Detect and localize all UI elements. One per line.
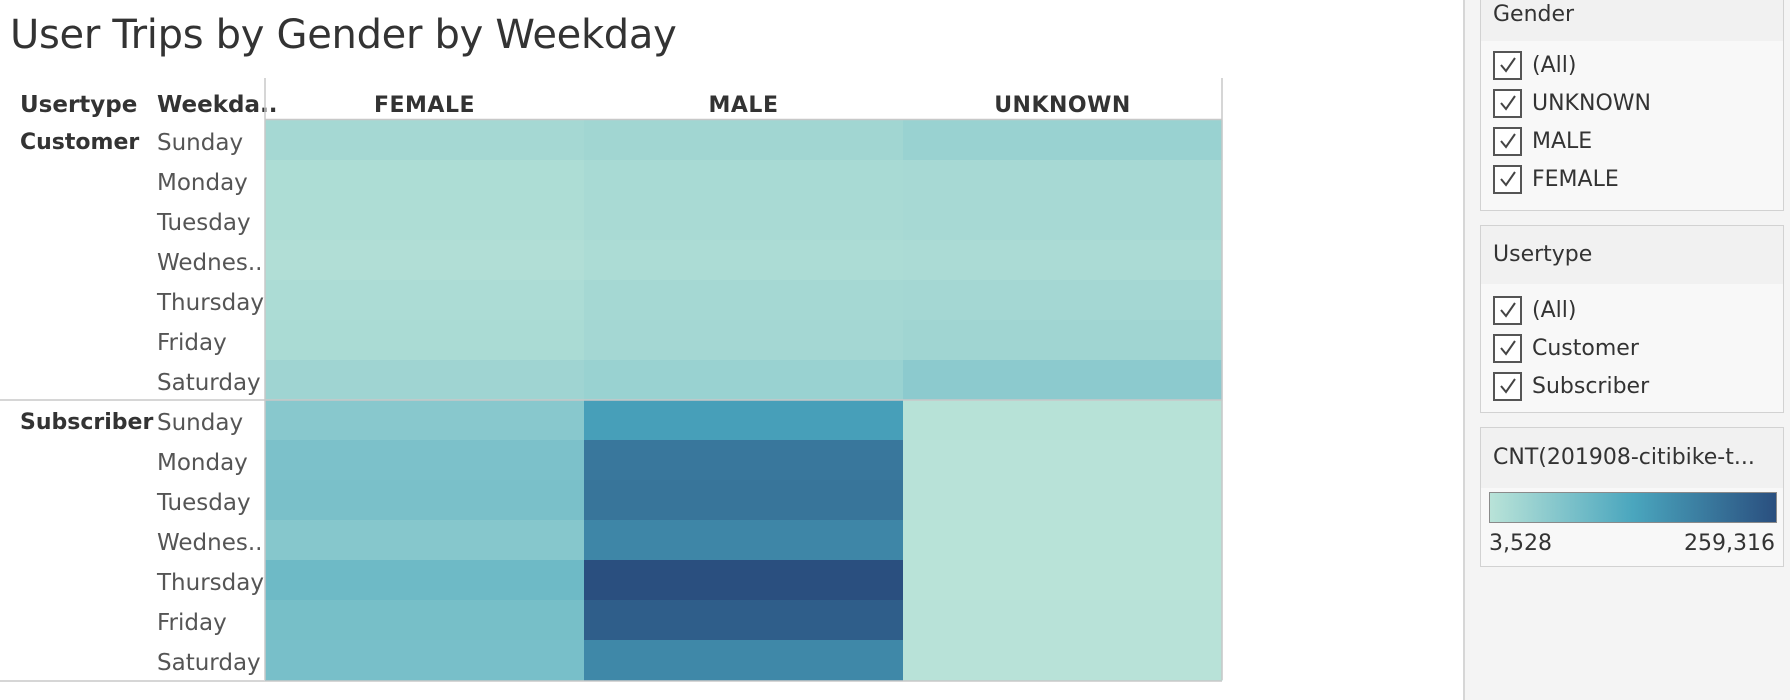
gender-filter-card: Gender (All) UNKNOWN MALE FEMALE xyxy=(1480,0,1784,211)
weekday-header: Weekda.. xyxy=(157,92,278,118)
weekday-label: Monday xyxy=(157,450,248,476)
usertype-filter-title: Usertype xyxy=(1481,226,1783,284)
heatmap-cell[interactable] xyxy=(584,360,904,401)
heatmap-cell[interactable] xyxy=(903,480,1223,521)
usertype-label: Customer xyxy=(20,130,139,155)
weekday-label: Sunday xyxy=(157,130,243,156)
checkbox-checked-icon[interactable] xyxy=(1493,164,1522,194)
heatmap-cell[interactable] xyxy=(265,440,585,481)
heatmap-cell[interactable] xyxy=(903,240,1223,281)
checkbox-checked-icon[interactable] xyxy=(1493,126,1522,156)
checkbox-checked-icon[interactable] xyxy=(1493,295,1522,325)
filter-item-label: FEMALE xyxy=(1532,166,1619,192)
weekday-label: Tuesday xyxy=(156,490,251,516)
weekday-label: Friday xyxy=(157,610,227,636)
weekday-label: Sunday xyxy=(157,410,243,436)
gender-filter-item-unknown[interactable]: UNKNOWN xyxy=(1493,88,1651,118)
weekday-label: Thursday xyxy=(156,570,264,596)
heatmap-cell[interactable] xyxy=(903,200,1223,241)
heatmap-cell[interactable] xyxy=(903,520,1223,561)
heatmap-cell[interactable] xyxy=(584,480,904,521)
heatmap-cell[interactable] xyxy=(584,240,904,281)
usertype-label: Subscriber xyxy=(20,410,153,435)
filter-item-label: MALE xyxy=(1532,128,1593,154)
filter-item-label: UNKNOWN xyxy=(1532,90,1651,116)
filter-item-label: (All) xyxy=(1532,297,1577,323)
weekday-label: Thursday xyxy=(156,290,264,316)
filter-item-label: Subscriber xyxy=(1532,373,1650,399)
legend-title: CNT(201908-citibike-t... xyxy=(1481,428,1783,488)
heatmap-cell[interactable] xyxy=(584,200,904,241)
heatmap-cell[interactable] xyxy=(584,120,904,161)
heatmap-chart: Usertype Weekda.. FEMALE MALE UNKNOWN Custom… xyxy=(0,78,1223,682)
weekday-label: Wednes.. xyxy=(157,250,262,276)
usertype-filter-item-customer[interactable]: Customer xyxy=(1493,333,1639,363)
filter-item-label: (All) xyxy=(1532,52,1577,78)
heatmap-cell[interactable] xyxy=(265,160,585,201)
chart-title: User Trips by Gender by Weekday xyxy=(10,12,677,58)
heatmap-cell[interactable] xyxy=(265,200,585,241)
heatmap-cell[interactable] xyxy=(265,240,585,281)
gender-filter-item-male[interactable]: MALE xyxy=(1493,126,1592,156)
checkbox-checked-icon[interactable] xyxy=(1493,333,1522,363)
usertype-filter-card: Usertype (All) Customer Subscriber xyxy=(1480,225,1784,413)
weekday-label: Saturday xyxy=(157,650,261,676)
heatmap-cell[interactable] xyxy=(265,120,585,161)
heatmap-cell[interactable] xyxy=(584,440,904,481)
heatmap-cell[interactable] xyxy=(265,400,585,441)
heatmap-cell[interactable] xyxy=(903,560,1223,601)
heatmap-cell[interactable] xyxy=(584,280,904,321)
heatmap-cell[interactable] xyxy=(265,560,585,601)
color-legend-card: CNT(201908-citibike-t... 3,528 259,316 xyxy=(1480,427,1784,567)
column-header: UNKNOWN xyxy=(994,93,1131,118)
heatmap-cell[interactable] xyxy=(903,360,1223,401)
gender-filter-item-all[interactable]: (All) xyxy=(1493,50,1576,80)
gender-filter-title: Gender xyxy=(1481,0,1783,41)
weekday-label: Friday xyxy=(157,330,227,356)
legend-min-label: 3,528 xyxy=(1489,531,1552,556)
heatmap-cell[interactable] xyxy=(265,640,585,681)
weekday-label: Wednes.. xyxy=(157,530,262,556)
filter-panel: Gender (All) UNKNOWN MALE FEMALE Usertyp… xyxy=(1463,0,1790,700)
heatmap-cell[interactable] xyxy=(903,120,1223,161)
usertype-filter-item-subscriber[interactable]: Subscriber xyxy=(1493,371,1649,401)
checkbox-checked-icon[interactable] xyxy=(1493,50,1522,80)
heatmap-cell[interactable] xyxy=(903,280,1223,321)
heatmap-cell[interactable] xyxy=(265,480,585,521)
column-header: MALE xyxy=(709,93,779,118)
heatmap-cell[interactable] xyxy=(265,600,585,641)
heatmap-cell[interactable] xyxy=(584,400,904,441)
heatmap-cell[interactable] xyxy=(903,600,1223,641)
legend-max-label: 259,316 xyxy=(1684,531,1775,556)
filter-item-label: Customer xyxy=(1532,335,1639,361)
heatmap-cell[interactable] xyxy=(265,520,585,561)
gender-filter-item-female[interactable]: FEMALE xyxy=(1493,164,1619,194)
heatmap-cell[interactable] xyxy=(584,520,904,561)
heatmap-cell[interactable] xyxy=(584,560,904,601)
checkbox-checked-icon[interactable] xyxy=(1493,371,1522,401)
heatmap-cell[interactable] xyxy=(584,640,904,681)
checkbox-checked-icon[interactable] xyxy=(1493,88,1522,118)
heatmap-cell[interactable] xyxy=(584,320,904,361)
usertype-header: Usertype xyxy=(20,92,137,118)
heatmap-cell[interactable] xyxy=(903,400,1223,441)
heatmap-cell[interactable] xyxy=(265,320,585,361)
heatmap-cell[interactable] xyxy=(584,160,904,201)
heatmap-cell[interactable] xyxy=(903,640,1223,681)
heatmap-cell[interactable] xyxy=(903,440,1223,481)
heatmap-cell[interactable] xyxy=(903,160,1223,201)
weekday-label: Tuesday xyxy=(156,210,251,236)
usertype-filter-item-all[interactable]: (All) xyxy=(1493,295,1576,325)
heatmap-cell[interactable] xyxy=(903,320,1223,361)
heatmap-cell[interactable] xyxy=(584,600,904,641)
weekday-label: Saturday xyxy=(157,370,261,396)
heatmap-cell[interactable] xyxy=(265,280,585,321)
column-header: FEMALE xyxy=(374,93,475,118)
color-ramp xyxy=(1489,492,1777,523)
weekday-label: Monday xyxy=(157,170,248,196)
heatmap-cell[interactable] xyxy=(265,360,585,401)
